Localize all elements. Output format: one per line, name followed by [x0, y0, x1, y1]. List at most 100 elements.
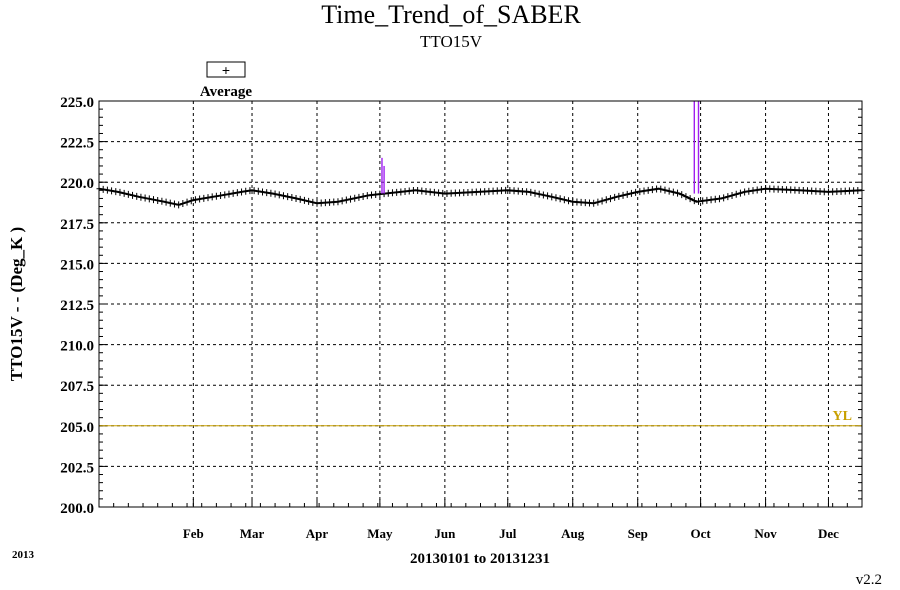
- series: YL: [96, 101, 865, 427]
- average-marker: [201, 194, 207, 202]
- x-tick-label: Jul: [499, 526, 517, 541]
- average-marker: [289, 194, 295, 202]
- average-marker: [151, 196, 156, 204]
- average-marker: [721, 194, 727, 202]
- average-marker: [758, 185, 764, 193]
- average-marker: [528, 188, 534, 196]
- average-marker: [440, 189, 446, 197]
- average-marker: [700, 197, 706, 205]
- average-marker: [628, 189, 634, 197]
- average-marker: [243, 187, 249, 195]
- average-marker: [846, 187, 852, 195]
- x-tick-label: May: [367, 526, 393, 541]
- average-marker: [750, 187, 756, 195]
- y-tick-label: 207.5: [60, 379, 94, 395]
- average-marker: [100, 185, 106, 193]
- average-marker: [851, 187, 857, 195]
- average-marker: [159, 197, 165, 205]
- average-marker: [197, 195, 203, 203]
- average-marker: [461, 189, 467, 197]
- y-tick-label: 212.5: [60, 298, 94, 314]
- legend-box: [206, 61, 246, 78]
- average-marker: [280, 192, 286, 200]
- average-marker: [482, 188, 488, 196]
- average-marker: [649, 186, 655, 194]
- average-marker: [817, 187, 823, 195]
- average-marker: [260, 188, 265, 196]
- legend-label: Average: [200, 84, 253, 100]
- average-marker: [490, 187, 496, 195]
- grid: [99, 100, 862, 508]
- average-marker: [507, 186, 513, 194]
- average-marker: [737, 189, 743, 197]
- average-marker: [356, 193, 362, 201]
- average-marker: [423, 187, 429, 195]
- average-marker: [130, 191, 136, 199]
- average-marker: [268, 189, 274, 197]
- average-marker: [134, 192, 140, 200]
- year-label: 2013: [12, 549, 35, 561]
- average-marker: [763, 185, 769, 193]
- average-marker: [264, 189, 270, 197]
- average-marker: [469, 188, 475, 196]
- average-marker: [419, 187, 425, 195]
- average-marker: [255, 187, 261, 195]
- average-marker: [163, 198, 169, 206]
- y-axis-label: TTO15V - - (Deg_K ): [7, 227, 26, 381]
- average-marker: [222, 191, 228, 199]
- average-marker: [226, 190, 232, 198]
- average-marker: [524, 188, 530, 196]
- x-tick-label: Nov: [754, 526, 777, 541]
- average-marker: [276, 191, 282, 199]
- legend: + Average: [200, 61, 253, 100]
- legend-symbol: +: [222, 62, 230, 78]
- average-marker: [708, 196, 714, 204]
- average-marker: [503, 186, 509, 194]
- average-marker: [138, 193, 144, 201]
- average-marker: [117, 188, 123, 196]
- average-marker: [310, 198, 316, 206]
- chart-title: Time_Trend_of_SABER: [321, 0, 581, 29]
- chart-subtitle: TTO15V: [420, 32, 483, 51]
- x-tick-label: Mar: [240, 526, 265, 541]
- average-marker: [209, 193, 215, 201]
- average-marker: [809, 187, 815, 195]
- average-marker: [570, 198, 576, 206]
- average-marker: [377, 190, 383, 198]
- average-marker: [448, 189, 454, 197]
- average-marker: [599, 197, 605, 205]
- average-marker: [331, 198, 337, 206]
- average-marker: [188, 197, 194, 205]
- average-marker: [389, 189, 395, 197]
- average-marker: [792, 186, 798, 194]
- average-marker: [301, 196, 307, 204]
- average-marker: [821, 188, 827, 196]
- average-marker: [318, 199, 324, 207]
- average-marker: [335, 198, 341, 206]
- average-marker: [746, 187, 752, 195]
- average-marker: [511, 187, 517, 195]
- average-marker: [788, 186, 794, 194]
- average-marker: [180, 200, 186, 208]
- average-marker: [113, 188, 119, 196]
- average-marker: [167, 199, 173, 207]
- average-marker: [566, 197, 572, 205]
- average-marker: [855, 187, 861, 195]
- yl-label: YL: [833, 409, 852, 424]
- average-marker: [142, 194, 148, 202]
- average-marker: [444, 189, 450, 197]
- average-marker: [679, 191, 685, 199]
- average-marker: [687, 195, 693, 203]
- average-marker: [125, 190, 131, 198]
- average-marker: [339, 197, 345, 205]
- average-marker: [561, 196, 567, 204]
- average-marker: [645, 186, 651, 194]
- average-marker: [427, 188, 433, 196]
- average-marker: [104, 186, 110, 194]
- average-marker: [478, 188, 483, 196]
- average-marker: [704, 196, 710, 204]
- y-tick-label: 205.0: [60, 420, 94, 436]
- average-marker: [725, 193, 731, 201]
- average-marker: [612, 193, 618, 201]
- average-marker: [784, 186, 790, 194]
